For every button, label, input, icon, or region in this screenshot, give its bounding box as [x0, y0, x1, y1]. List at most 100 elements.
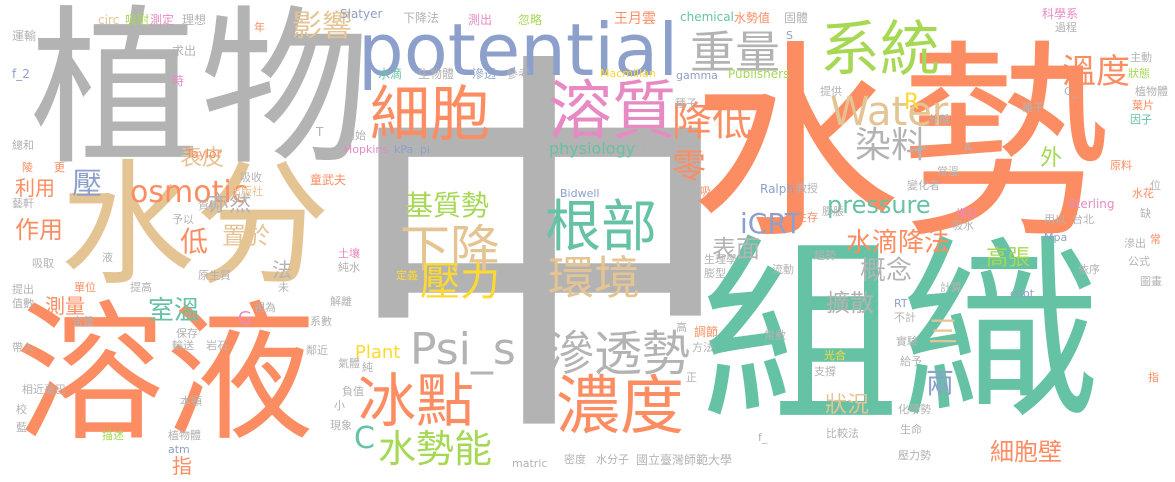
word-sheng-ming: 生命	[900, 423, 922, 436]
word-mi-du: 密度	[564, 453, 586, 466]
word-jiang-di: 降低	[672, 99, 752, 145]
word-ke-xue-xi: 科學系	[1042, 7, 1079, 21]
word-qi-ti: 氣體	[338, 357, 360, 370]
word-chang-wen: 常溫	[937, 165, 959, 178]
word-osmotic: osmotic	[130, 175, 249, 210]
word-yan-shi: 岩石	[206, 339, 228, 352]
word-fang-fa: 方法	[692, 341, 714, 354]
word-ti-chu: 提出	[12, 283, 34, 296]
word-li-zi: 離子	[1022, 101, 1044, 114]
word-zeng-ding: 增訂	[956, 207, 978, 220]
word-liu-dong: 流動	[772, 263, 794, 276]
word-lan: 藍	[16, 421, 27, 434]
word-yuan-liao: 原料	[1110, 159, 1132, 172]
word-shi-wei: 視為	[254, 301, 276, 314]
word-t-letter: T	[316, 125, 324, 139]
word-chun-shui: 純水	[338, 261, 360, 274]
word-zhuang-kuang: 狀況	[825, 393, 870, 418]
word-ti-gao: 提高	[130, 281, 152, 294]
word-taylor: Taylor	[186, 147, 222, 161]
word-xi-bao-bi: 細胞壁	[990, 438, 1062, 466]
word-xi-fu: 吸附	[125, 13, 150, 27]
word-zhuang-ren-yi: 莊仁奕	[640, 141, 677, 155]
word-macmillan: Macmillan	[600, 67, 656, 80]
word-yi-ran: 亦然	[207, 192, 252, 217]
word-slatyer: Slatyer	[340, 7, 383, 21]
word-wei: 未	[278, 281, 289, 294]
word-kuo-san: 擴散	[826, 289, 874, 317]
word-ti-gong: 提供	[820, 85, 842, 98]
word-zuo-yong: 作用	[15, 216, 63, 244]
word-a-letter: A	[964, 141, 972, 154]
word-r-letter: R	[904, 90, 920, 115]
word-hu-lue: 忽略	[518, 13, 543, 27]
word-shen-tou: 滲透	[472, 67, 497, 81]
word-hopkins: Hopkins	[344, 143, 389, 156]
word-zhi-yu: 置於	[222, 222, 270, 250]
word-shui-shi-zhi: 水勢值	[734, 11, 771, 25]
word-ling-2: 陵	[22, 161, 33, 174]
word-jiao-shou: 教授	[796, 182, 818, 195]
word-tu-rang: 土壤	[338, 247, 360, 260]
word-ya-li-shi: 壓力勢	[898, 449, 931, 462]
word-publishers: Publishers	[728, 67, 790, 81]
word-bing-dian: 冰點	[358, 367, 475, 435]
word-qu-shi: 趨勢	[814, 249, 836, 262]
word-rt: RT	[894, 297, 908, 310]
word-shu-song: 輸送	[172, 339, 194, 352]
word-ben-pin: 本頓	[180, 395, 202, 408]
word-matric: matric	[512, 457, 548, 470]
word-huan-jing: 環境	[548, 251, 640, 305]
word-qiu-chu: 求出	[172, 44, 197, 58]
word-zhong: 中	[340, 22, 740, 482]
word-chu-ban-she: 出版社	[230, 185, 263, 198]
word-yun-shu: 運輸	[12, 29, 37, 43]
word-bao-cun: 保存	[176, 327, 198, 340]
word-yu-yi: 予以	[172, 213, 194, 226]
word-zhi-wu-2: 植物體	[1135, 85, 1168, 98]
word-physiology: physiology	[549, 139, 636, 158]
word-shui-hua: 水花	[1132, 187, 1154, 200]
word-li-xiang: 理想	[182, 13, 207, 27]
word-wei-2: 位	[1150, 179, 1161, 192]
word-fen-xi: 分離	[928, 113, 950, 126]
word-kpa: kPa	[394, 143, 414, 156]
word-peng-zhang: 膨脹	[822, 205, 844, 218]
word-biao-pi: 表皮	[180, 146, 225, 171]
word-sterling: Sterling	[1068, 197, 1115, 211]
word-potential: potential	[358, 8, 679, 92]
word-sheng-wu-ti: 生物體	[418, 67, 455, 81]
word-di: 低	[180, 225, 209, 258]
word-yin-zi: 因子	[1130, 113, 1152, 126]
word-psi-s: Psi_s	[410, 324, 516, 375]
word-zong-he: 總和	[12, 139, 34, 152]
word-shen-chu: 滲出	[1124, 237, 1146, 250]
word-zhong-liang: 重量	[690, 26, 781, 79]
word-chun: 純	[362, 361, 373, 374]
word-sheng-li-xue: 生理學	[704, 253, 737, 266]
word-shi-yan: 實驗	[896, 335, 918, 348]
word-gen-bu: 根部	[545, 195, 657, 260]
word-yuan-sheng-zhi: 原生質	[198, 269, 231, 282]
word-ce-chu: 測出	[468, 13, 493, 27]
word-shui-di: 水滴	[378, 67, 403, 81]
word-sheng-cun: 生存	[796, 211, 818, 224]
word-s-letter: S	[786, 29, 793, 42]
word-jie-xi: 解離	[330, 295, 352, 308]
word-bi-jiao-fa: 比較法	[826, 427, 859, 440]
word-shen-tou-shi: 滲透勢	[546, 326, 691, 382]
word-bu-ji: 不計	[894, 311, 916, 324]
word-icrt: iCRT	[740, 207, 802, 240]
word-li-yong: 利用	[15, 176, 55, 200]
word-gao: 高	[676, 321, 687, 334]
word-shui-fen: 水分	[60, 147, 330, 304]
word-ji-zhi-shi: 基質勢	[405, 189, 490, 222]
word-circ: circ	[98, 13, 120, 27]
word-miao-shu: 描述	[102, 429, 124, 442]
word-xi-shou: 吸收	[240, 171, 262, 184]
word-shi: 時	[172, 74, 185, 88]
word-zi-liao: 資料	[198, 199, 220, 212]
word-gamma: gamma	[676, 69, 718, 82]
word-dai-ru: 帶入	[12, 341, 34, 354]
word-san: 三	[928, 315, 958, 350]
